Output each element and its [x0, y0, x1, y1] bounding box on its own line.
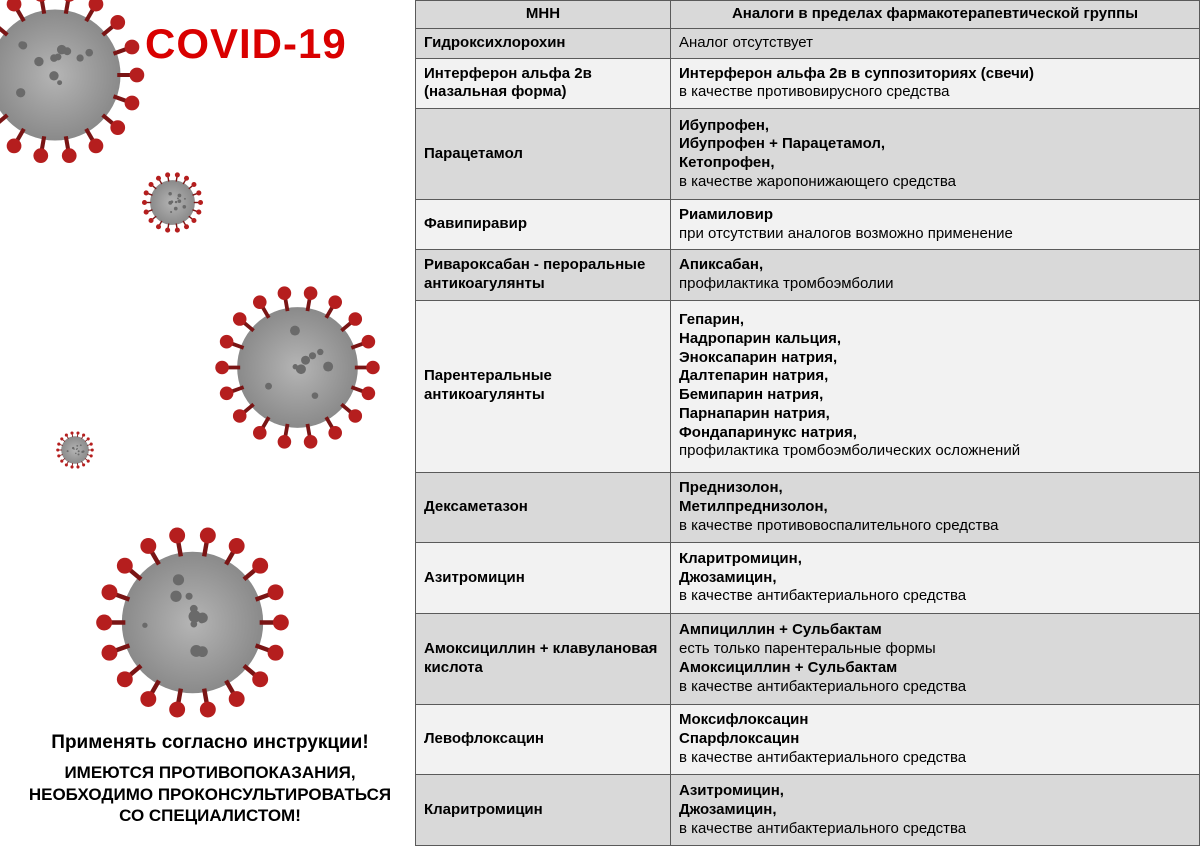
- warning-line-1: Применять согласно инструкции!: [20, 732, 400, 754]
- analog-bold: Надропарин кальция,: [679, 330, 1191, 349]
- analog-cell: Риамиловирпри отсутствии аналогов возмож…: [671, 199, 1200, 249]
- mnn-cell: Ривароксабан - пероральные антикоагулянт…: [416, 250, 671, 300]
- analog-bold: Метилпреднизолон,: [679, 498, 1191, 517]
- table-body: Гидроксихлорохин Аналог отсутствует Интерф…: [416, 28, 1200, 845]
- col-header-mnn: МНН: [416, 1, 671, 29]
- mnn-cell: Парентеральные антикоагулянты: [416, 300, 671, 472]
- table-header-row: МНН Аналоги в пределах фармакотерапевтич…: [416, 1, 1200, 29]
- analog-note: в качестве антибактериального средства: [679, 820, 1191, 839]
- table-row: ЛевофлоксацинМоксифлоксацинСпарфлоксацин…: [416, 704, 1200, 775]
- col-header-analog: Аналоги в пределах фармакотерапевтическо…: [671, 1, 1200, 29]
- analog-bold: Кетопрофен,: [679, 154, 1191, 173]
- mnn-cell: Парацетамол: [416, 109, 671, 200]
- left-panel: COVID-19 Применять согласно инструкции! …: [0, 0, 415, 846]
- mnn-cell: Азитромицин: [416, 543, 671, 614]
- analog-note: профилактика тромбоэмболии: [679, 275, 1191, 294]
- table-row: Амоксициллин + клавулановая кислотаАмпиц…: [416, 613, 1200, 704]
- table-row: ПарацетамолИбупрофен,Ибупрофен + Парацет…: [416, 109, 1200, 200]
- analog-note: в качестве антибактериального средства: [679, 678, 1191, 697]
- drug-table-panel: МНН Аналоги в пределах фармакотерапевтич…: [415, 0, 1200, 846]
- virus-icon: [140, 170, 205, 235]
- analog-note: в качестве жаропонижающего средства: [679, 173, 1191, 192]
- analog-cell: Аналог отсутствует: [671, 28, 1200, 58]
- mnn-cell: Кларитромицин: [416, 775, 671, 846]
- analog-bold: Парнапарин натрия,: [679, 405, 1191, 424]
- table-row: Ривароксабан - пероральные антикоагулянт…: [416, 250, 1200, 300]
- analog-cell: МоксифлоксацинСпарфлоксацинв качестве ан…: [671, 704, 1200, 775]
- analog-bold: Джозамицин,: [679, 569, 1191, 588]
- analog-bold: Ибупрофен + Парацетамол,: [679, 135, 1191, 154]
- page-title: COVID-19: [145, 20, 347, 68]
- mnn-cell: Левофлоксацин: [416, 704, 671, 775]
- warning-block: Применять согласно инструкции! ИМЕЮТСЯ П…: [20, 732, 400, 826]
- virus-icon: [55, 430, 95, 470]
- analog-bold: Апиксабан,: [679, 256, 1191, 275]
- analog-note: в качестве противовоспалительного средст…: [679, 517, 1191, 536]
- table-row: Гидроксихлорохин Аналог отсутствует: [416, 28, 1200, 58]
- analog-cell: Кларитромицин,Джозамицин,в качестве анти…: [671, 543, 1200, 614]
- analog-cell: Ампициллин + Сульбактаместь только парен…: [671, 613, 1200, 704]
- analog-cell: Азитромицин,Джозамицин,в качестве антиба…: [671, 775, 1200, 846]
- analog-note: есть только парентеральные формы: [679, 640, 1191, 659]
- analog-bold: Моксифлоксацин: [679, 711, 1191, 730]
- virus-icon: [0, 0, 150, 170]
- warning-line-2: ИМЕЮТСЯ ПРОТИВОПОКАЗАНИЯ, НЕОБХОДИМО ПРО…: [20, 762, 400, 826]
- analog-bold: Ибупрофен,: [679, 117, 1191, 136]
- analog-bold: Риамиловир: [679, 206, 1191, 225]
- analog-cell: Преднизолон,Метилпреднизолон,в качестве …: [671, 472, 1200, 543]
- analog-bold: Азитромицин,: [679, 782, 1191, 801]
- mnn-cell: Интерферон альфа 2в (назальная форма): [416, 58, 671, 108]
- analog-note: в качестве противовирусного средства: [679, 83, 1191, 102]
- analog-bold: Бемипарин натрия,: [679, 386, 1191, 405]
- drug-analogs-table: МНН Аналоги в пределах фармакотерапевтич…: [415, 0, 1200, 846]
- analog-cell: Гепарин,Надропарин кальция,Эноксапарин н…: [671, 300, 1200, 472]
- table-row: ДексаметазонПреднизолон,Метилпреднизолон…: [416, 472, 1200, 543]
- analog-bold: Далтепарин натрия,: [679, 367, 1191, 386]
- analog-note: Аналог отсутствует: [679, 34, 1191, 53]
- analog-note: профилактика тромбоэмболических осложнен…: [679, 442, 1191, 461]
- analog-bold: Амоксициллин + Сульбактам: [679, 659, 1191, 678]
- mnn-cell: Амоксициллин + клавулановая кислота: [416, 613, 671, 704]
- mnn-cell: Фавипиравир: [416, 199, 671, 249]
- analog-bold: Преднизолон,: [679, 479, 1191, 498]
- table-row: КларитромицинАзитромицин,Джозамицин,в ка…: [416, 775, 1200, 846]
- analog-bold: Фондапаринукс натрия,: [679, 424, 1191, 443]
- analog-note: при отсутствии аналогов возможно примене…: [679, 225, 1191, 244]
- analog-cell: Ибупрофен,Ибупрофен + Парацетамол,Кетопр…: [671, 109, 1200, 200]
- virus-icon: [210, 280, 385, 455]
- analog-bold: Эноксапарин натрия,: [679, 349, 1191, 368]
- analog-bold: Кларитромицин,: [679, 550, 1191, 569]
- analog-bold: Джозамицин,: [679, 801, 1191, 820]
- table-row: Парентеральные антикоагулянтыГепарин,Над…: [416, 300, 1200, 472]
- analog-bold: Спарфлоксацин: [679, 730, 1191, 749]
- table-row: ФавипиравирРиамиловирпри отсутствии анал…: [416, 199, 1200, 249]
- analog-bold: Интерферон альфа 2в в суппозиториях (све…: [679, 65, 1191, 84]
- analog-cell: Интерферон альфа 2в в суппозиториях (све…: [671, 58, 1200, 108]
- analog-cell: Апиксабан,профилактика тромбоэмболии: [671, 250, 1200, 300]
- analog-bold: Гепарин,: [679, 311, 1191, 330]
- virus-icon: [90, 520, 295, 725]
- mnn-cell: Дексаметазон: [416, 472, 671, 543]
- analog-bold: Ампициллин + Сульбактам: [679, 621, 1191, 640]
- mnn-cell: Гидроксихлорохин: [416, 28, 671, 58]
- analog-note: в качестве антибактериального средства: [679, 749, 1191, 768]
- table-row: АзитромицинКларитромицин,Джозамицин,в ка…: [416, 543, 1200, 614]
- analog-note: в качестве антибактериального средства: [679, 587, 1191, 606]
- table-row: Интерферон альфа 2в (назальная форма) Инт…: [416, 58, 1200, 108]
